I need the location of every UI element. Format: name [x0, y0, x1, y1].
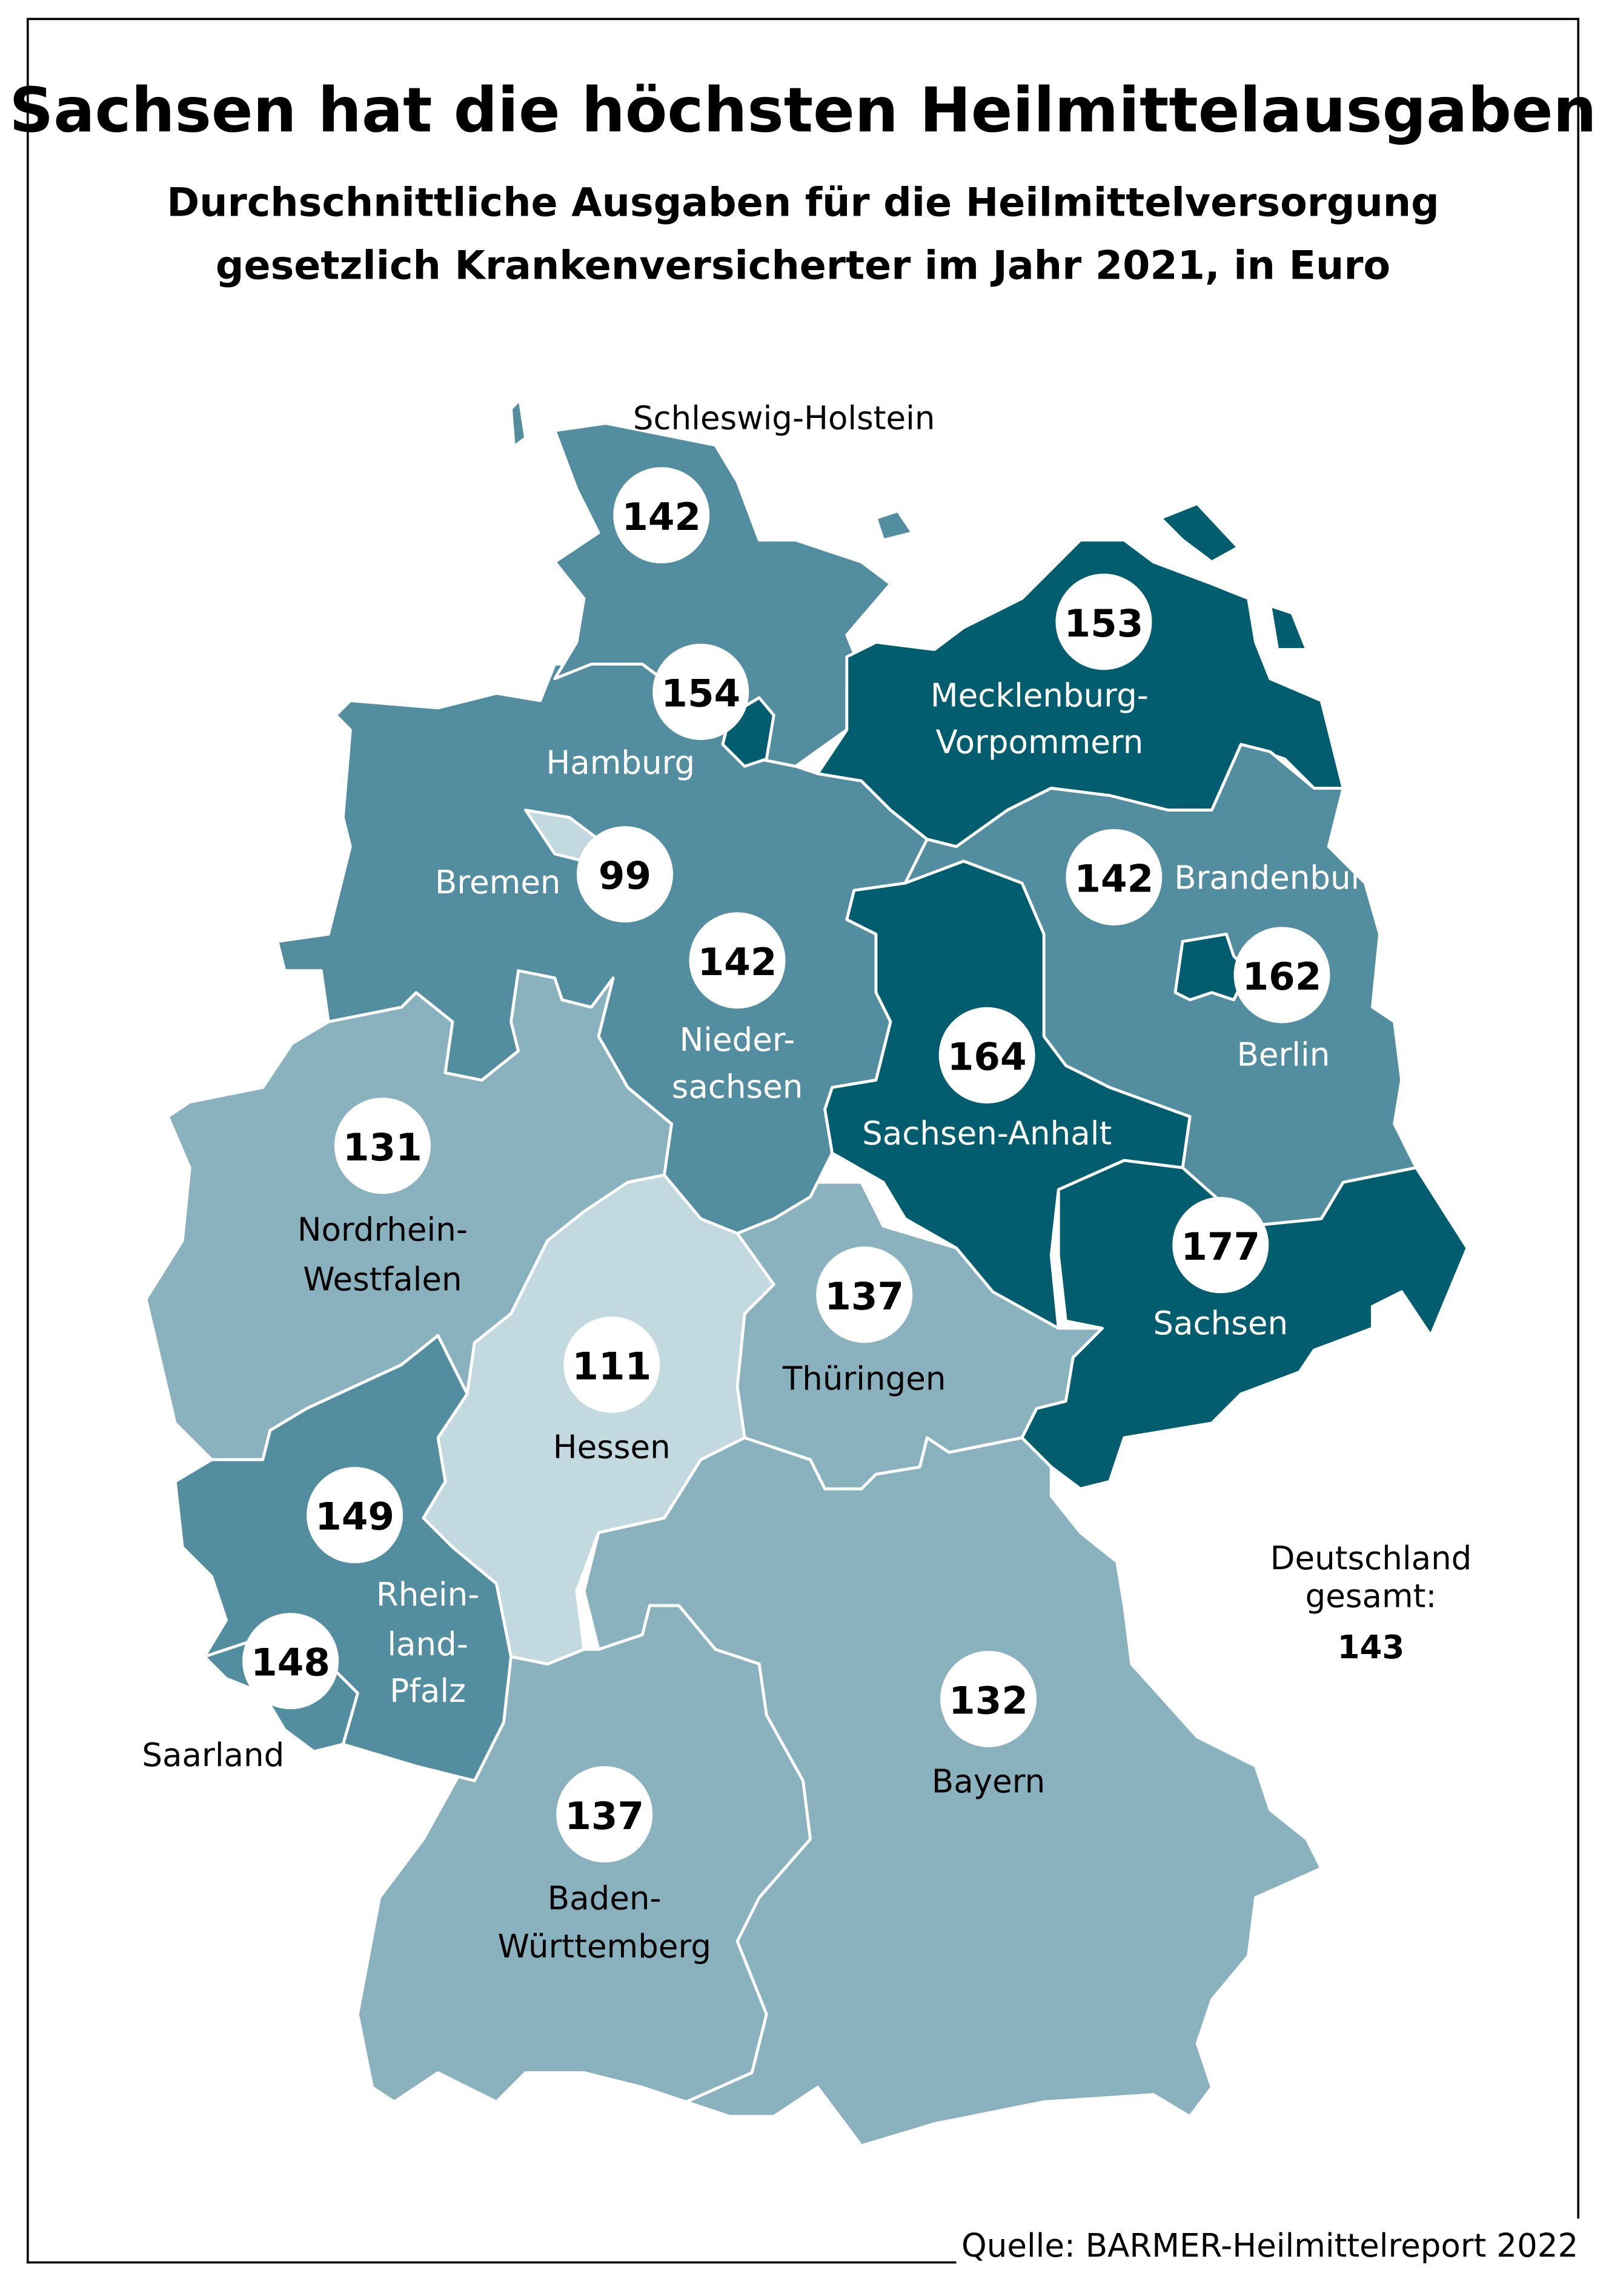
national-total: Deutschland gesamt: 143	[1270, 1540, 1472, 1666]
label-mv-1: Mecklenburg-	[931, 677, 1149, 714]
marker-ni	[689, 912, 786, 1009]
marker-bb	[1066, 829, 1163, 925]
value-be: 162	[1243, 954, 1322, 999]
marker-nw	[334, 1097, 431, 1194]
marker-he	[563, 1316, 660, 1413]
marker-rp	[307, 1467, 403, 1564]
value-sn: 177	[1181, 1225, 1260, 1269]
marker-sn	[1172, 1197, 1269, 1294]
value-th: 137	[825, 1274, 904, 1318]
label-sh: Schleswig-Holstein	[633, 400, 935, 437]
label-nw-1: Nordrhein-	[297, 1211, 468, 1249]
subtitle-line2: gesetzlich Krankenversicherter im Jahr 2…	[216, 243, 1390, 288]
value-sl: 148	[251, 1641, 330, 1685]
label-by: Bayern	[932, 1763, 1045, 1801]
value-markers	[242, 467, 1330, 1863]
label-be: Berlin	[1236, 1036, 1330, 1073]
label-hb: Bremen	[435, 864, 560, 901]
label-ni-1: Nieder-	[680, 1021, 795, 1059]
label-th: Thüringen	[782, 1360, 946, 1397]
label-bw-2: Württemberg	[497, 1928, 711, 1965]
frame	[26, 18, 1580, 2264]
label-rp-1: Rhein-	[376, 1576, 480, 1613]
label-mv-2: Vorpommern	[935, 724, 1143, 761]
label-sl: Saarland	[142, 1736, 284, 1774]
marker-st	[938, 1007, 1035, 1103]
island-sylt	[509, 398, 528, 448]
total-label-2: gesamt:	[1306, 1577, 1437, 1615]
marker-sl	[242, 1613, 339, 1710]
label-ni-2: sachsen	[672, 1068, 803, 1105]
state-mecklenburg-vorpommern	[816, 538, 1345, 849]
value-he: 111	[572, 1344, 651, 1388]
value-mv: 153	[1064, 601, 1144, 646]
values: 142 154 153 99 142 162 142 164 131 177 1…	[251, 495, 1321, 1838]
value-by: 132	[949, 1678, 1028, 1722]
label-st: Sachsen-Anhalt	[862, 1114, 1112, 1152]
marker-hb	[576, 826, 674, 923]
marker-sh	[613, 467, 710, 564]
value-sh: 142	[622, 495, 701, 539]
label-he: Hessen	[553, 1429, 671, 1466]
island-ruegen	[1159, 502, 1240, 564]
total-label-1: Deutschland	[1270, 1540, 1472, 1577]
value-rp: 149	[315, 1495, 394, 1539]
value-bb: 142	[1074, 857, 1153, 901]
marker-by	[940, 1650, 1037, 1747]
label-hh: Hamburg	[546, 744, 695, 781]
marker-mv	[1055, 574, 1152, 670]
source-note: Quelle: BARMER-Heilmittelreport 2022	[961, 2227, 1578, 2265]
title: Sachsen hat die höchsten Heilmittelausga…	[9, 74, 1596, 146]
total-value: 143	[1338, 1629, 1405, 1666]
marker-bw	[556, 1766, 653, 1863]
label-bb: Brandenburg	[1174, 859, 1384, 897]
state-berlin	[1173, 933, 1250, 1002]
state-sachsen	[1020, 1159, 1469, 1490]
label-nw-2: Westfalen	[303, 1260, 462, 1298]
marker-be	[1233, 927, 1330, 1024]
value-ni: 142	[698, 940, 777, 984]
marker-hh	[652, 643, 749, 740]
label-rp-2: land-	[387, 1626, 468, 1663]
subtitle-line1: Durchschnittliche Ausgaben für die Heilm…	[167, 180, 1439, 226]
state-hessen	[422, 1173, 775, 1666]
value-hb: 99	[599, 854, 651, 898]
value-hh: 154	[661, 671, 740, 715]
state-labels: Schleswig-Holstein Hamburg Mecklenburg- …	[142, 400, 1384, 1965]
value-nw: 131	[343, 1125, 422, 1170]
value-st: 164	[947, 1035, 1027, 1079]
marker-th	[816, 1246, 913, 1343]
label-bw-1: Baden-	[548, 1879, 662, 1917]
value-bw: 137	[565, 1794, 644, 1838]
island-fehmarn	[874, 509, 914, 542]
label-rp-3: Pfalz	[390, 1672, 466, 1710]
island-usedom	[1269, 604, 1309, 651]
label-sn: Sachsen	[1153, 1305, 1288, 1342]
